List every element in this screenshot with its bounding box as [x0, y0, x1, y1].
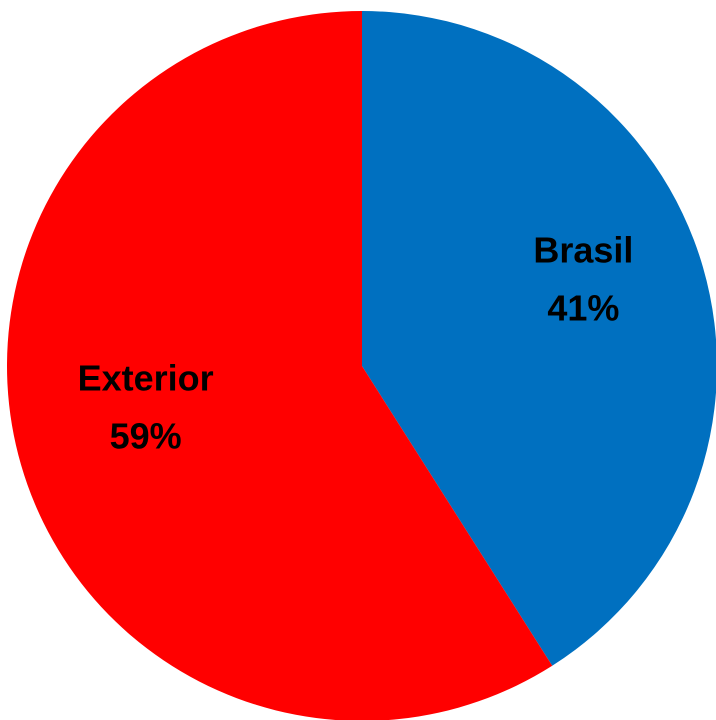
pie-slice-exterior	[7, 11, 553, 720]
slice-value-exterior: 59%	[110, 415, 182, 456]
pie-slices	[7, 11, 716, 720]
pie-slice-brasil	[362, 11, 716, 666]
pie-labels: Brasil 41% Exterior 59%	[78, 230, 634, 457]
slice-label-brasil: Brasil	[533, 230, 633, 271]
slice-value-brasil: 41%	[547, 288, 619, 329]
slice-label-exterior: Exterior	[78, 357, 214, 398]
